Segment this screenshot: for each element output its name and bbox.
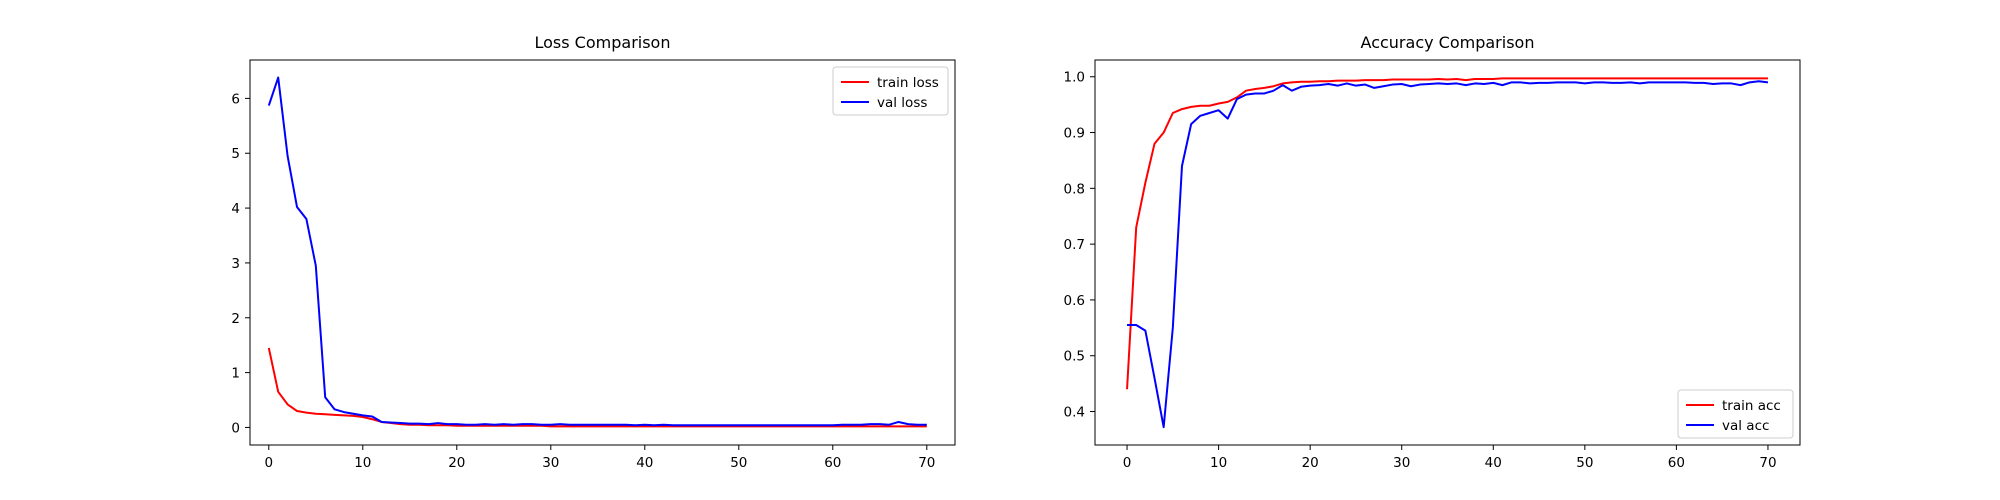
y-tick-label: 0.9 [1064,126,1085,142]
x-tick-label: 50 [730,455,747,471]
legend-label: train acc [1722,398,1781,414]
y-tick-label: 0 [231,420,240,436]
y-tick-label: 1 [231,366,240,382]
x-tick-label: 30 [1393,455,1410,471]
x-tick-label: 60 [1668,455,1685,471]
chart-title: Accuracy Comparison [1361,33,1535,52]
x-tick-label: 40 [636,455,653,471]
x-tick-label: 10 [354,455,371,471]
y-tick-label: 1.0 [1064,70,1085,86]
accuracy-comparison-chart: Accuracy Comparison 0 10 20 30 40 50 60 70 0.4 0.5… [1064,33,1801,471]
y-tick-label: 0.6 [1064,293,1085,309]
x-tick-label: 30 [542,455,559,471]
chart-title: Loss Comparison [535,33,671,52]
x-tick-label: 20 [1302,455,1319,471]
y-tick-label: 0.7 [1064,237,1085,253]
y-tick-label: 3 [231,256,240,272]
y-tick-label: 2 [231,311,240,327]
y-tick-label: 0.5 [1064,349,1085,365]
y-tick-label: 5 [231,146,240,162]
plot-frame [1094,59,1801,446]
series-line-val-acc [1127,80,1769,429]
legend-label: train loss [877,75,939,91]
series-line-train-acc [1126,77,1768,390]
x-tick-label: 40 [1485,455,1502,471]
legend: train acc val acc [1677,389,1794,439]
x-tick-label: 0 [265,455,274,471]
plot-frame [249,59,956,446]
series-line-train-loss [267,347,927,428]
legend: train loss val loss [832,66,949,116]
legend-label: val acc [1722,418,1769,434]
x-tick-label: 20 [448,455,465,471]
legend-label: val loss [877,95,927,111]
loss-comparison-chart: Loss Comparison 0 10 20 30 40 50 60 70 0 1 2 3 4 5 6 tra… [231,33,956,471]
y-tick-label: 0.4 [1064,405,1085,421]
x-tick-label: 70 [1759,455,1776,471]
y-tick-label: 0.8 [1064,181,1085,197]
x-tick-label: 0 [1123,455,1132,471]
y-tick-label: 6 [231,91,240,107]
series-line-val-loss [267,76,927,427]
y-tick-label: 4 [231,201,240,217]
x-tick-label: 50 [1576,455,1593,471]
x-tick-label: 10 [1210,455,1227,471]
x-tick-label: 70 [918,455,935,471]
x-tick-label: 60 [824,455,841,471]
